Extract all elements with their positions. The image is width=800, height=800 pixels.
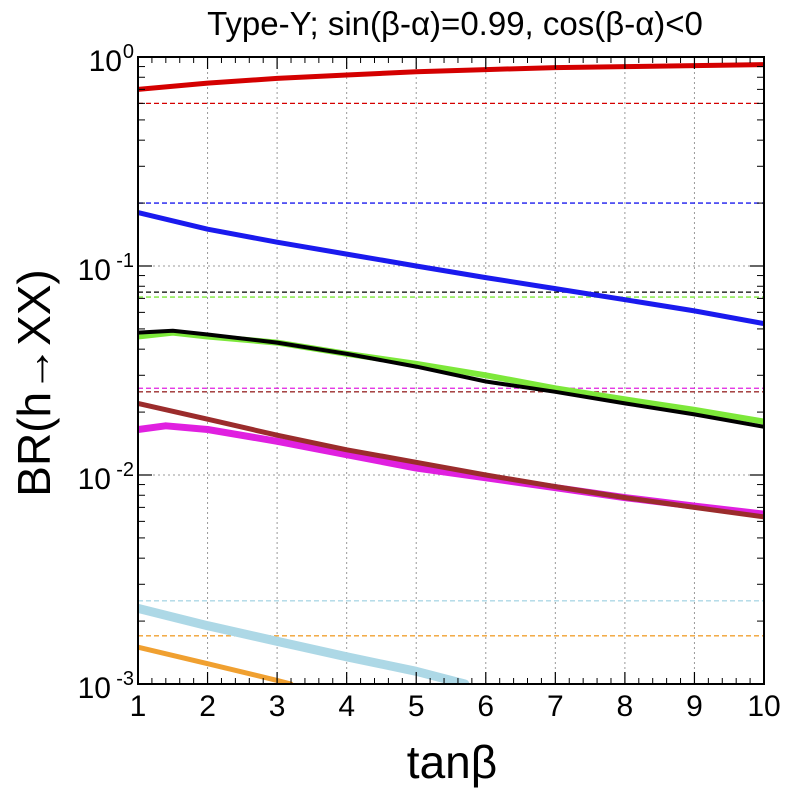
point-green (553, 386, 557, 390)
y-tick-label-base: 10 (78, 672, 111, 705)
point-black (171, 329, 175, 333)
point-black (484, 380, 488, 384)
point-black (692, 412, 696, 416)
point-brown (484, 473, 488, 477)
y-tick-label-exponent: -3 (116, 668, 134, 690)
point-lightblue (275, 639, 279, 643)
series-blue (138, 210, 764, 327)
plot-frame (137, 56, 765, 685)
y-tick-label-exponent: -1 (116, 250, 134, 272)
point-black (206, 333, 210, 337)
x-axis-label: tanβ (407, 736, 497, 788)
point-black (623, 401, 627, 405)
point-blue (623, 298, 627, 302)
point-red (206, 81, 210, 85)
y-tick-label-base: 10 (78, 463, 111, 496)
point-brown (553, 485, 557, 489)
point-green (623, 397, 627, 401)
series-black (138, 328, 764, 429)
point-blue (206, 227, 210, 231)
y-axis-label: BR(h→XX) (8, 269, 60, 496)
x-tick-label: 8 (617, 690, 634, 723)
y-tick-label-base: 10 (89, 45, 122, 78)
series-orange (138, 644, 294, 684)
point-green (484, 373, 488, 377)
chart-title: Type-Y; sin(β-α)=0.99, cos(β-α)<0 (207, 5, 703, 42)
series-lightblue (138, 603, 470, 684)
series-red (138, 62, 764, 92)
point-magenta (275, 439, 279, 443)
data-series (138, 62, 764, 684)
series-brown (138, 400, 764, 520)
x-tick-label: 5 (408, 690, 425, 723)
point-red (484, 68, 488, 72)
point-green (692, 408, 696, 412)
point-blue (692, 309, 696, 313)
y-tick-label-exponent: 0 (123, 41, 134, 63)
point-magenta (345, 453, 349, 457)
y-tick-label-base: 10 (78, 254, 111, 287)
point-black (414, 365, 418, 369)
x-tick-label: 4 (338, 690, 355, 723)
point-lightblue (414, 669, 418, 673)
x-tick-label: 9 (686, 690, 703, 723)
point-magenta (414, 466, 418, 470)
point-black (345, 352, 349, 356)
point-brown (623, 496, 627, 500)
point-magenta (164, 424, 168, 428)
sm-reference-lines (138, 102, 764, 637)
point-black (553, 390, 557, 394)
x-tick-label: 6 (477, 690, 494, 723)
point-brown (206, 417, 210, 421)
point-lightblue (345, 655, 349, 659)
grid (138, 57, 764, 684)
point-brown (692, 505, 696, 509)
x-tick-label: 10 (747, 690, 780, 723)
point-blue (553, 287, 557, 291)
y-tick-label-exponent: -2 (116, 459, 134, 481)
point-red (345, 73, 349, 77)
point-brown (414, 460, 418, 464)
x-tick-label: 1 (130, 690, 147, 723)
x-tick-label: 7 (547, 690, 564, 723)
point-brown (345, 448, 349, 452)
x-tick-label: 2 (199, 690, 216, 723)
point-lightblue (206, 624, 210, 628)
point-red (414, 70, 418, 74)
point-orange (206, 662, 210, 666)
point-red (275, 76, 279, 80)
x-tick-label: 3 (269, 690, 286, 723)
point-blue (484, 276, 488, 280)
point-black (275, 341, 279, 345)
point-blue (414, 264, 418, 268)
point-blue (275, 240, 279, 244)
series-green (138, 329, 764, 425)
point-brown (275, 433, 279, 437)
point-blue (345, 252, 349, 256)
point-magenta (206, 428, 210, 432)
